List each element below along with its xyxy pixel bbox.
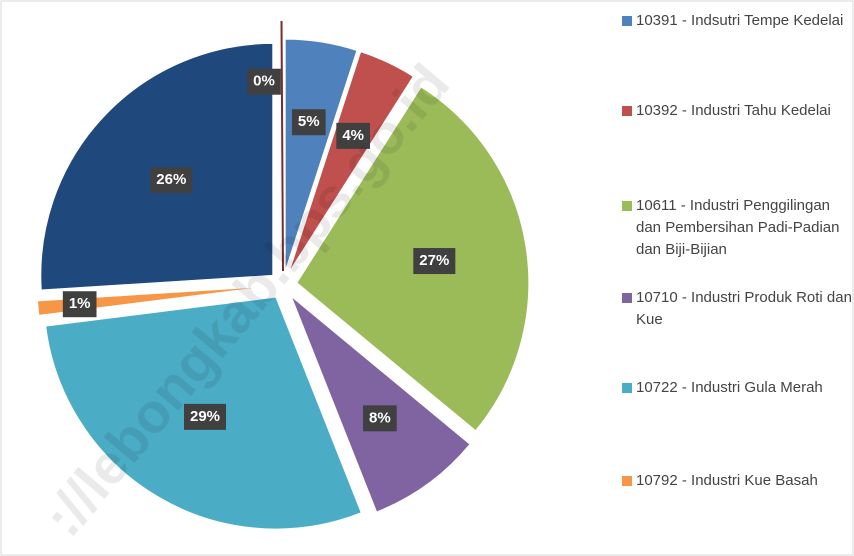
data-label: 8% bbox=[363, 405, 397, 432]
pie-slice bbox=[288, 51, 414, 273]
data-label: 27% bbox=[413, 248, 456, 275]
legend-item: 10792 - Industri Kue Basah bbox=[622, 470, 854, 492]
data-label-box bbox=[150, 167, 193, 194]
data-label-box bbox=[413, 248, 456, 275]
data-label-text: 26% bbox=[156, 171, 186, 188]
data-label-box bbox=[363, 405, 397, 432]
pie-slice bbox=[284, 38, 358, 272]
pie-slice bbox=[296, 86, 530, 432]
legend-swatch bbox=[622, 383, 632, 393]
legend-item: 10391 - Indsutri Tempe Kedelai bbox=[622, 10, 854, 32]
data-label-box bbox=[62, 291, 97, 318]
legend-label: 10391 - Indsutri Tempe Kedelai bbox=[636, 12, 844, 29]
data-label-text: 4% bbox=[342, 127, 364, 144]
legend-swatch bbox=[622, 201, 632, 211]
data-label-text: 1% bbox=[69, 295, 91, 312]
legend-item: 10710 - Industri Produk Roti dan Kue bbox=[622, 287, 854, 331]
data-label-text: 29% bbox=[190, 408, 220, 425]
legend-label: 10722 - Industri Gula Merah bbox=[636, 379, 823, 396]
data-label-box bbox=[291, 109, 326, 136]
data-label: 0% bbox=[247, 68, 281, 95]
data-label-text: 8% bbox=[369, 409, 391, 426]
data-label: 29% bbox=[183, 403, 227, 430]
data-label-box bbox=[336, 122, 371, 149]
legend-label: 10392 - Industri Tahu Kedelai bbox=[636, 102, 831, 119]
legend-item: 10611 - Industri Penggilingan dan Pember… bbox=[622, 195, 854, 261]
data-label: 5% bbox=[291, 109, 326, 136]
legend-swatch bbox=[622, 293, 632, 303]
legend-label: 10611 - Industri Penggilingan dan Pember… bbox=[636, 197, 840, 258]
pie-slice bbox=[290, 295, 471, 513]
pie-slice bbox=[280, 20, 284, 272]
legend-swatch bbox=[622, 16, 632, 26]
data-label-box bbox=[183, 403, 227, 430]
data-label: 4% bbox=[336, 122, 371, 149]
legend-swatch bbox=[622, 476, 632, 486]
legend-label: 10710 - Industri Produk Roti dan Kue bbox=[636, 289, 852, 328]
legend-item: 10392 - Industri Tahu Kedelai bbox=[622, 100, 854, 122]
data-label: 26% bbox=[150, 167, 193, 194]
data-label-text: 5% bbox=[298, 113, 320, 130]
data-label-text: 0% bbox=[253, 73, 275, 90]
data-label: 1% bbox=[62, 291, 97, 318]
legend-swatch bbox=[622, 106, 632, 116]
pie-slice bbox=[40, 42, 274, 291]
data-label-text: 27% bbox=[419, 252, 449, 269]
legend-label: 10792 - Industri Kue Basah bbox=[636, 472, 818, 489]
data-label-box bbox=[247, 68, 281, 95]
legend-item: 10722 - Industri Gula Merah bbox=[622, 377, 854, 399]
